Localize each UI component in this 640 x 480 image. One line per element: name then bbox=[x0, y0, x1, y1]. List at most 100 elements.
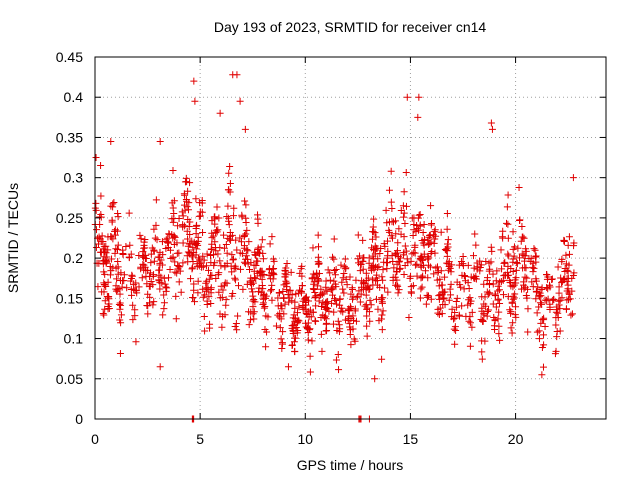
data-point bbox=[428, 248, 436, 256]
data-point bbox=[358, 277, 366, 285]
data-point bbox=[283, 260, 291, 268]
data-point bbox=[108, 255, 116, 263]
data-point bbox=[240, 242, 248, 250]
data-point bbox=[262, 294, 270, 302]
y-tick-label: 0.45 bbox=[56, 49, 83, 65]
data-point bbox=[565, 250, 573, 258]
data-point bbox=[221, 263, 229, 271]
data-point bbox=[129, 316, 137, 324]
data-point bbox=[217, 282, 225, 290]
data-point bbox=[194, 233, 202, 241]
data-point bbox=[160, 274, 168, 282]
data-point bbox=[401, 220, 409, 228]
data-point bbox=[137, 235, 145, 243]
data-point bbox=[100, 257, 108, 265]
data-point bbox=[332, 297, 340, 305]
data-point bbox=[497, 246, 505, 254]
data-point bbox=[99, 309, 107, 317]
data-point bbox=[387, 198, 395, 206]
data-point bbox=[234, 312, 242, 320]
data-point bbox=[179, 239, 187, 247]
data-point bbox=[192, 222, 200, 230]
data-point bbox=[548, 276, 556, 284]
data-point bbox=[345, 312, 353, 320]
data-point bbox=[465, 284, 473, 292]
data-point bbox=[518, 250, 526, 258]
data-point bbox=[287, 268, 295, 276]
data-point bbox=[438, 281, 446, 289]
data-point bbox=[161, 280, 169, 288]
data-point bbox=[557, 274, 565, 282]
data-point bbox=[542, 296, 550, 304]
data-point bbox=[135, 251, 143, 259]
data-point bbox=[230, 212, 238, 220]
data-point bbox=[321, 312, 329, 320]
data-point bbox=[173, 249, 181, 257]
data-point bbox=[385, 228, 393, 236]
data-point bbox=[369, 252, 377, 260]
data-point bbox=[489, 270, 497, 278]
data-point bbox=[452, 298, 460, 306]
data-point bbox=[306, 352, 314, 360]
data-point bbox=[472, 241, 480, 249]
data-point bbox=[340, 289, 348, 297]
data-point bbox=[339, 285, 347, 293]
data-point bbox=[92, 226, 100, 234]
data-point bbox=[104, 305, 112, 313]
data-point bbox=[537, 319, 545, 327]
data-point bbox=[540, 314, 548, 322]
data-point bbox=[336, 295, 344, 303]
data-point bbox=[290, 321, 298, 329]
data-point bbox=[536, 293, 544, 301]
data-point bbox=[252, 261, 260, 269]
data-point bbox=[466, 294, 474, 302]
data-point bbox=[202, 279, 210, 287]
data-point bbox=[516, 217, 524, 225]
data-point bbox=[217, 262, 225, 270]
data-point bbox=[272, 322, 280, 330]
data-point bbox=[97, 248, 105, 256]
data-point bbox=[196, 260, 204, 268]
data-point bbox=[267, 287, 275, 295]
data-point bbox=[179, 212, 187, 220]
data-point bbox=[394, 289, 402, 297]
data-point bbox=[322, 283, 330, 291]
data-point bbox=[92, 244, 100, 252]
data-point bbox=[387, 167, 395, 175]
data-point bbox=[266, 240, 274, 248]
data-point bbox=[354, 292, 362, 300]
data-point bbox=[354, 231, 362, 239]
data-point bbox=[437, 228, 445, 236]
data-point bbox=[181, 206, 189, 214]
data-point bbox=[238, 211, 246, 219]
data-point bbox=[375, 317, 383, 325]
data-point bbox=[535, 335, 543, 343]
data-point bbox=[411, 261, 419, 269]
data-point bbox=[175, 262, 183, 270]
data-point bbox=[233, 326, 241, 334]
data-point bbox=[290, 311, 298, 319]
data-point bbox=[496, 278, 504, 286]
data-point bbox=[189, 257, 197, 265]
data-point bbox=[288, 297, 296, 305]
data-point bbox=[236, 234, 244, 242]
data-point bbox=[306, 368, 314, 376]
data-point bbox=[395, 225, 403, 233]
data-point bbox=[400, 213, 408, 221]
data-point bbox=[368, 276, 376, 284]
data-point bbox=[203, 250, 211, 258]
data-point bbox=[520, 285, 528, 293]
data-point bbox=[556, 305, 564, 313]
data-point bbox=[159, 251, 167, 259]
data-point bbox=[283, 286, 291, 294]
data-point bbox=[500, 259, 508, 267]
data-point bbox=[169, 166, 177, 174]
data-point bbox=[504, 220, 512, 228]
data-point bbox=[435, 292, 443, 300]
data-point bbox=[400, 233, 408, 241]
data-point bbox=[322, 277, 330, 285]
data-point bbox=[532, 277, 540, 285]
data-point bbox=[395, 286, 403, 294]
data-point bbox=[255, 288, 263, 296]
data-point bbox=[554, 263, 562, 271]
